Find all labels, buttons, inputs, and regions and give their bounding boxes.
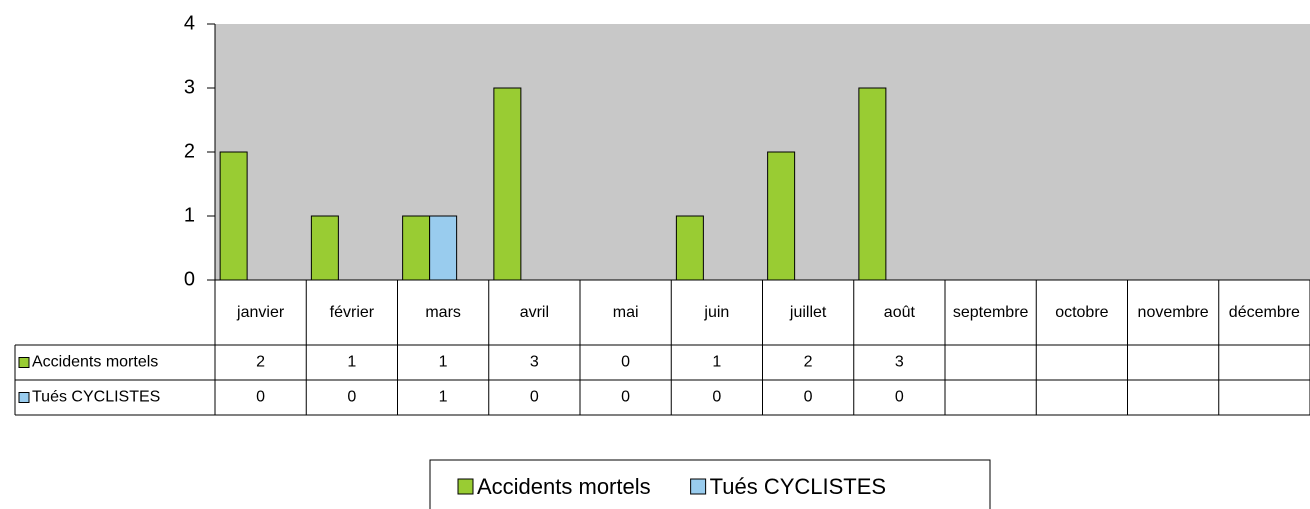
table-value: 3 [530,354,539,371]
legend-swatch [18,357,30,368]
legend-swatch [18,392,30,403]
legend-swatch [690,478,707,495]
x-tick-label: octobre [1055,303,1109,321]
y-tick-label: 3 [184,76,195,98]
table-value: 0 [530,389,539,406]
bar [429,215,458,281]
x-category: mai [612,303,639,321]
x-category: juillet [789,303,827,321]
bar [675,215,704,281]
x-category: septembre [952,303,1029,321]
y-tick-label: 4 [184,12,195,34]
legend-label: Accidents mortels [477,474,651,499]
legend-label: Tués CYCLISTES [710,474,886,499]
table-value: 3 [895,354,904,371]
table-value: 0 [347,389,356,406]
table-value: 0 [895,389,904,406]
table-value: 2 [256,354,265,371]
table-value: 1 [347,354,356,371]
table-value: 1 [439,354,448,371]
y-tick-label: 1 [184,204,195,226]
x-tick-label: mai [612,303,639,321]
table-value: 0 [712,389,721,406]
x-tick-label: décembre [1228,303,1300,321]
bar [767,151,796,281]
x-tick-label: septembre [952,303,1029,321]
table-value: 0 [804,389,813,406]
bar [858,87,887,281]
table-series-name: Tués CYCLISTES [32,389,160,406]
legend-box [429,459,991,509]
bar [219,151,248,281]
x-tick-label: avril [519,303,550,321]
table-value: 1 [712,354,721,371]
x-category: décembre [1228,303,1300,321]
x-tick-label: janvier [237,303,285,321]
x-tick-label: mars [425,303,461,321]
table-value: 1 [439,389,448,406]
x-category: octobre [1055,303,1109,321]
y-tick-label: 2 [184,140,195,162]
plot-area [215,24,1310,280]
table-value: 0 [256,389,265,406]
x-tick-label: juillet [789,303,827,321]
x-tick-label: février [329,303,375,321]
table-value: 0 [621,389,630,406]
table-value: 2 [804,354,813,371]
x-category: janvier [237,303,285,321]
x-category: août [883,303,915,321]
bar [310,215,339,281]
table-series-name: Accidents mortels [32,354,158,371]
table-value: 0 [621,354,630,371]
bar [493,87,522,281]
x-tick-label: juin [704,303,730,321]
y-tick-label: 0 [184,268,195,290]
x-category: mars [425,303,461,321]
x-category: février [329,303,375,321]
x-tick-label: août [883,303,915,321]
x-category: juin [704,303,730,321]
x-category: avril [519,303,550,321]
x-tick-label: novembre [1137,303,1209,321]
legend-swatch [457,478,474,495]
bar [402,215,431,281]
x-category: novembre [1137,303,1209,321]
